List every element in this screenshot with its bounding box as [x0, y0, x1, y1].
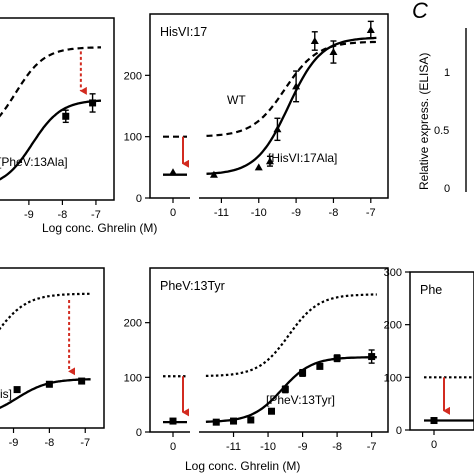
- data-point: [62, 112, 70, 120]
- y-tick-label: 100: [124, 372, 142, 384]
- panel-title: Phe: [420, 283, 442, 297]
- y-tick-label: 100: [124, 132, 142, 144]
- x-tick-label: -8: [329, 207, 339, 219]
- data-point: [265, 157, 274, 165]
- data-point: [212, 418, 220, 426]
- plot-frame: [0, 17, 115, 201]
- x-tick-label: -10: [260, 441, 276, 453]
- x-tick-label: -8: [58, 209, 68, 221]
- x-tick-label: -7: [366, 207, 376, 219]
- x-tick-label: -8: [44, 437, 54, 449]
- x-tick-label: -9: [24, 209, 34, 221]
- data-point: [366, 25, 375, 33]
- data-point: [273, 125, 282, 133]
- x-axis-label-bottom: Log conc. Ghrelin (M): [185, 459, 300, 473]
- data-point: [268, 407, 276, 415]
- plot-frame: [149, 13, 389, 199]
- x-tick-label: -11: [214, 207, 229, 219]
- data-point: [333, 354, 341, 362]
- x-tick-label: -7: [80, 437, 90, 449]
- data-point: [368, 353, 376, 361]
- panel-letter-c: C: [412, 0, 428, 23]
- x-tick-label: -10: [251, 207, 267, 219]
- plot-frame: [149, 267, 389, 433]
- data-point-zero: [169, 417, 177, 425]
- data-point-zero: [169, 168, 177, 176]
- data-point: [310, 36, 319, 44]
- panel-bottom-left: -9 -8 -7 is]: [0, 267, 105, 449]
- axis-break: [190, 429, 199, 435]
- elisa-ytick-0: 0: [444, 183, 450, 195]
- y-tick-label: 200: [124, 70, 142, 82]
- fit-curve-mutant: [0, 378, 91, 409]
- x-tick-label: -9: [298, 441, 308, 453]
- elisa-y-axis-label: Relative express. (ELISA): [417, 53, 431, 190]
- fit-curve-WT: [0, 46, 101, 118]
- panel-title: HisVI:17: [160, 25, 207, 39]
- data-point: [281, 385, 289, 393]
- plot-frame: [0, 267, 105, 429]
- data-point: [13, 386, 21, 394]
- data-point: [247, 416, 255, 424]
- data-point: [254, 163, 263, 171]
- data-point: [45, 380, 53, 388]
- panel-phev13ala: -9 -8 -7 [PheV:13Ala]: [0, 17, 115, 221]
- fit-curve-HisVI:17Ala: [206, 36, 377, 175]
- x-tick-label: 0: [170, 441, 176, 453]
- plot-frame: [409, 271, 474, 431]
- fit-curve-PheV:13Tyr: [205, 356, 377, 423]
- fit-curve-WT: [205, 293, 377, 377]
- x-axis-label-top: Log conc. Ghrelin (M): [42, 221, 157, 235]
- y-tick-label: 100: [384, 372, 402, 384]
- elisa-ytick-05: 0.5: [434, 125, 449, 137]
- data-point: [209, 170, 218, 178]
- y-tick-label: 0: [136, 427, 142, 439]
- panel-phev13tyr: PheV:13Tyr 0 100 200 0 -11 -10 -9 -8 -7 [PheV:13Ty…: [124, 267, 389, 453]
- panel-bottom-right: Phe 0 100 200 300 0: [384, 267, 474, 451]
- curve-label: [HisVI:17Ala]: [268, 151, 337, 165]
- data-point: [329, 48, 338, 56]
- elisa-ytick-1: 1: [444, 67, 450, 79]
- panel-title: PheV:13Tyr: [160, 279, 225, 293]
- curve-label: is]: [0, 387, 12, 401]
- x-tick-label: 0: [170, 207, 176, 219]
- y-tick-label: 200: [384, 320, 402, 332]
- data-point-zero: [430, 417, 438, 425]
- x-tick-label: -7: [91, 209, 101, 221]
- x-tick-label: -11: [226, 441, 241, 453]
- y-tick-label: 200: [124, 318, 142, 330]
- data-point: [299, 369, 307, 377]
- data-point: [230, 417, 238, 425]
- y-tick-label: 300: [384, 267, 402, 279]
- x-tick-label: -7: [367, 441, 377, 453]
- fit-curve-WT: [206, 40, 377, 137]
- y-tick-label: 0: [396, 425, 402, 437]
- x-tick-label: -9: [291, 207, 301, 219]
- y-tick-label: 0: [136, 193, 142, 205]
- data-point: [89, 99, 97, 107]
- axis-break: [190, 195, 199, 201]
- panel-elisa: C Relative express. (ELISA) 1 0.5 0: [412, 0, 467, 195]
- panel-hisvi17: HisVI:17 0 100 200 0 -11 -10 -9 -8 -7 [HisVI:17Ala…: [124, 13, 389, 219]
- data-point: [78, 377, 86, 385]
- curve-label: [PheV:13Tyr]: [266, 393, 335, 407]
- curve-label: [PheV:13Ala]: [0, 155, 68, 169]
- fit-curve-WT: [0, 292, 91, 331]
- x-tick-label: 0: [431, 439, 437, 451]
- x-tick-label: -8: [332, 441, 342, 453]
- data-point: [292, 82, 301, 90]
- x-tick-label: -9: [9, 437, 19, 449]
- fit-curve-PheV:13Ala: [0, 99, 101, 181]
- data-point: [316, 362, 324, 370]
- wt-label: WT: [227, 93, 246, 107]
